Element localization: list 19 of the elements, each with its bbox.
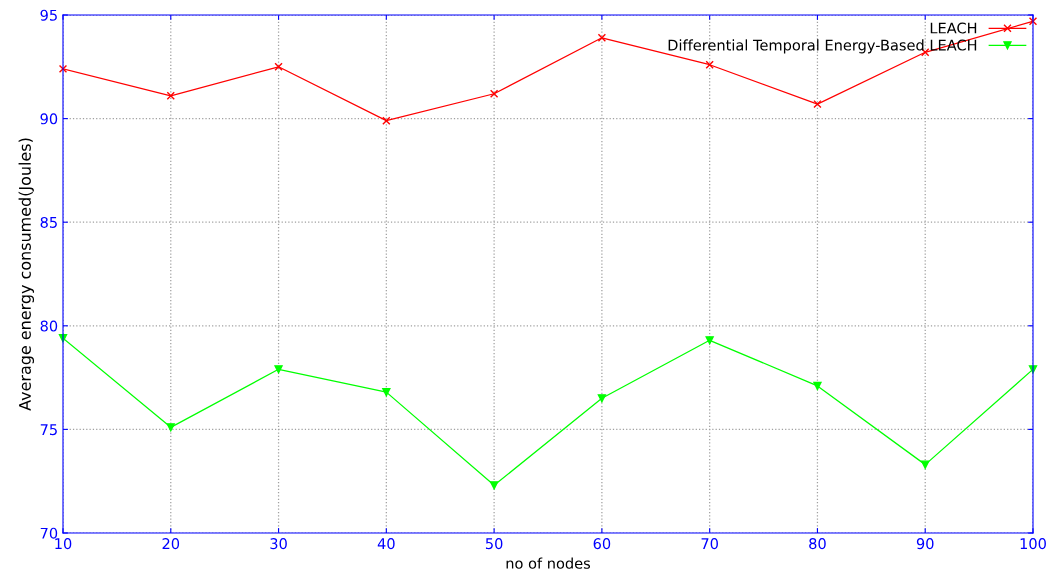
x-tick-label: 10	[55, 538, 72, 550]
x-tick-label: 60	[593, 538, 611, 550]
y-tick-label: 95	[40, 9, 57, 21]
y-tick-label: 90	[40, 113, 58, 125]
x-tick-label: 90	[916, 538, 934, 550]
legend-label: LEACH	[930, 22, 977, 34]
x-tick-label: 100	[1020, 538, 1046, 550]
y-tick-label: 75	[40, 424, 57, 436]
x-axis-title: no of nodes	[506, 557, 591, 569]
x-tick-label: 30	[270, 538, 287, 550]
y-axis-title: Average energy consumed(Joules)	[18, 138, 35, 411]
y-tick-label: 85	[40, 216, 57, 228]
x-tick-label: 70	[701, 538, 718, 550]
y-tick-label: 70	[40, 527, 58, 539]
y-tick-label: 80	[40, 320, 58, 332]
x-tick-label: 50	[485, 538, 503, 550]
x-tick-label: 20	[162, 538, 180, 550]
x-tick-label: 40	[377, 538, 395, 550]
x-tick-label: 80	[809, 538, 826, 550]
